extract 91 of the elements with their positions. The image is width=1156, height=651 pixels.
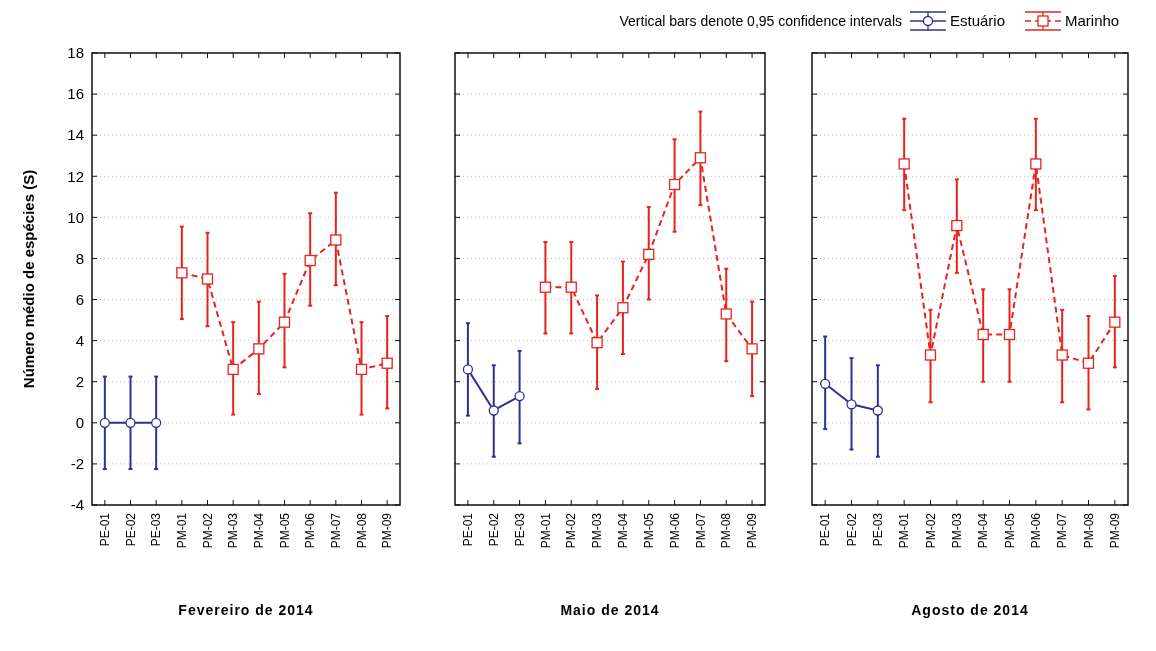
x-tick-label: PM-09 — [1108, 512, 1123, 549]
x-axis-title: Fevereiro de 2014 — [178, 602, 314, 618]
point — [694, 152, 707, 164]
point — [951, 219, 963, 232]
point — [924, 349, 937, 361]
x-tick-label: PM-07 — [1055, 512, 1070, 549]
point — [176, 267, 188, 279]
point — [514, 390, 525, 402]
x-tick-label: PM-08 — [354, 512, 369, 549]
point — [304, 254, 316, 267]
x-tick-label: PM-03 — [950, 512, 965, 549]
y-tick-label: -4 — [70, 496, 84, 514]
x-tick-label: PM-07 — [693, 512, 708, 549]
point — [227, 363, 239, 376]
y-tick-label: -2 — [70, 455, 84, 473]
x-tick-label: PM-09 — [380, 512, 395, 549]
y-tick-label: 16 — [67, 85, 84, 103]
point — [565, 281, 577, 293]
x-tick-label: PM-01 — [897, 512, 912, 549]
y-tick-label: 12 — [67, 167, 84, 185]
x-tick-label: PM-05 — [1002, 512, 1017, 549]
point — [381, 357, 393, 369]
y-tick-label: 4 — [75, 331, 84, 349]
x-tick-label: PE-02 — [844, 512, 859, 547]
x-tick-label: PM-08 — [719, 512, 734, 549]
legend-label: Estuário — [950, 12, 1006, 29]
point — [643, 248, 655, 260]
y-tick-label: 14 — [67, 126, 84, 144]
x-tick-label: PE-03 — [149, 512, 164, 547]
point — [820, 378, 831, 389]
point — [1030, 158, 1042, 170]
x-tick-label: PE-01 — [461, 512, 476, 547]
x-tick-label: PM-06 — [303, 512, 318, 549]
x-tick-label: PM-09 — [745, 512, 760, 549]
x-axis-title: Maio de 2014 — [560, 602, 660, 618]
x-tick-label: PM-06 — [1029, 512, 1044, 549]
x-tick-label: PM-01 — [538, 512, 553, 549]
point — [1003, 328, 1016, 341]
x-tick-label: PM-02 — [923, 512, 938, 549]
point — [1082, 357, 1095, 369]
x-tick-label: PM-05 — [641, 512, 656, 549]
x-tick-label: PM-02 — [200, 512, 215, 549]
x-tick-label: PE-01 — [98, 512, 113, 547]
point — [201, 273, 214, 285]
point — [898, 158, 910, 170]
x-tick-label: PM-04 — [616, 512, 631, 549]
y-tick-label: 10 — [67, 208, 84, 226]
x-tick-label: PM-01 — [175, 512, 190, 549]
x-tick-label: PM-03 — [226, 512, 241, 549]
x-tick-label: PE-03 — [512, 512, 527, 547]
text: Vertical bars denote 0,95 confidence intervals — [619, 13, 902, 29]
point — [99, 417, 110, 428]
y-axis-title: Número médio de espécies (S) — [20, 169, 37, 389]
point — [539, 281, 552, 293]
point — [355, 363, 368, 376]
point — [746, 343, 758, 355]
y-tick-label: 0 — [75, 414, 84, 432]
point — [151, 417, 162, 428]
x-tick-label: PM-03 — [590, 512, 605, 549]
point — [462, 364, 474, 375]
point — [488, 405, 499, 416]
x-axis-title: Agosto de 2014 — [911, 602, 1029, 618]
y-tick-label: 6 — [75, 290, 84, 308]
x-tick-label: PM-04 — [976, 512, 991, 549]
point — [872, 405, 883, 416]
y-tick-label: 18 — [67, 44, 84, 62]
x-tick-label: PM-07 — [329, 512, 344, 549]
x-tick-label: PE-02 — [486, 512, 501, 547]
legend-label: Marinho — [1065, 12, 1120, 29]
point — [591, 337, 603, 349]
point — [1056, 349, 1068, 361]
x-tick-label: PM-06 — [667, 512, 682, 549]
y-tick-label: 2 — [75, 372, 84, 390]
point — [846, 399, 857, 410]
point — [125, 417, 136, 428]
x-tick-label: PE-02 — [123, 512, 138, 547]
point — [668, 178, 681, 191]
x-tick-label: PE-01 — [818, 512, 833, 547]
point — [617, 302, 629, 314]
point — [977, 328, 989, 341]
x-tick-label: PM-08 — [1081, 512, 1096, 549]
x-tick-label: PM-05 — [277, 512, 292, 549]
point — [720, 308, 732, 320]
point — [330, 234, 342, 246]
point — [253, 343, 265, 355]
point — [278, 316, 291, 328]
x-tick-label: PE-03 — [871, 512, 886, 547]
y-tick-label: 8 — [75, 249, 84, 267]
point — [1109, 316, 1121, 328]
x-tick-label: PM-04 — [252, 512, 267, 549]
x-tick-label: PM-02 — [564, 512, 579, 549]
